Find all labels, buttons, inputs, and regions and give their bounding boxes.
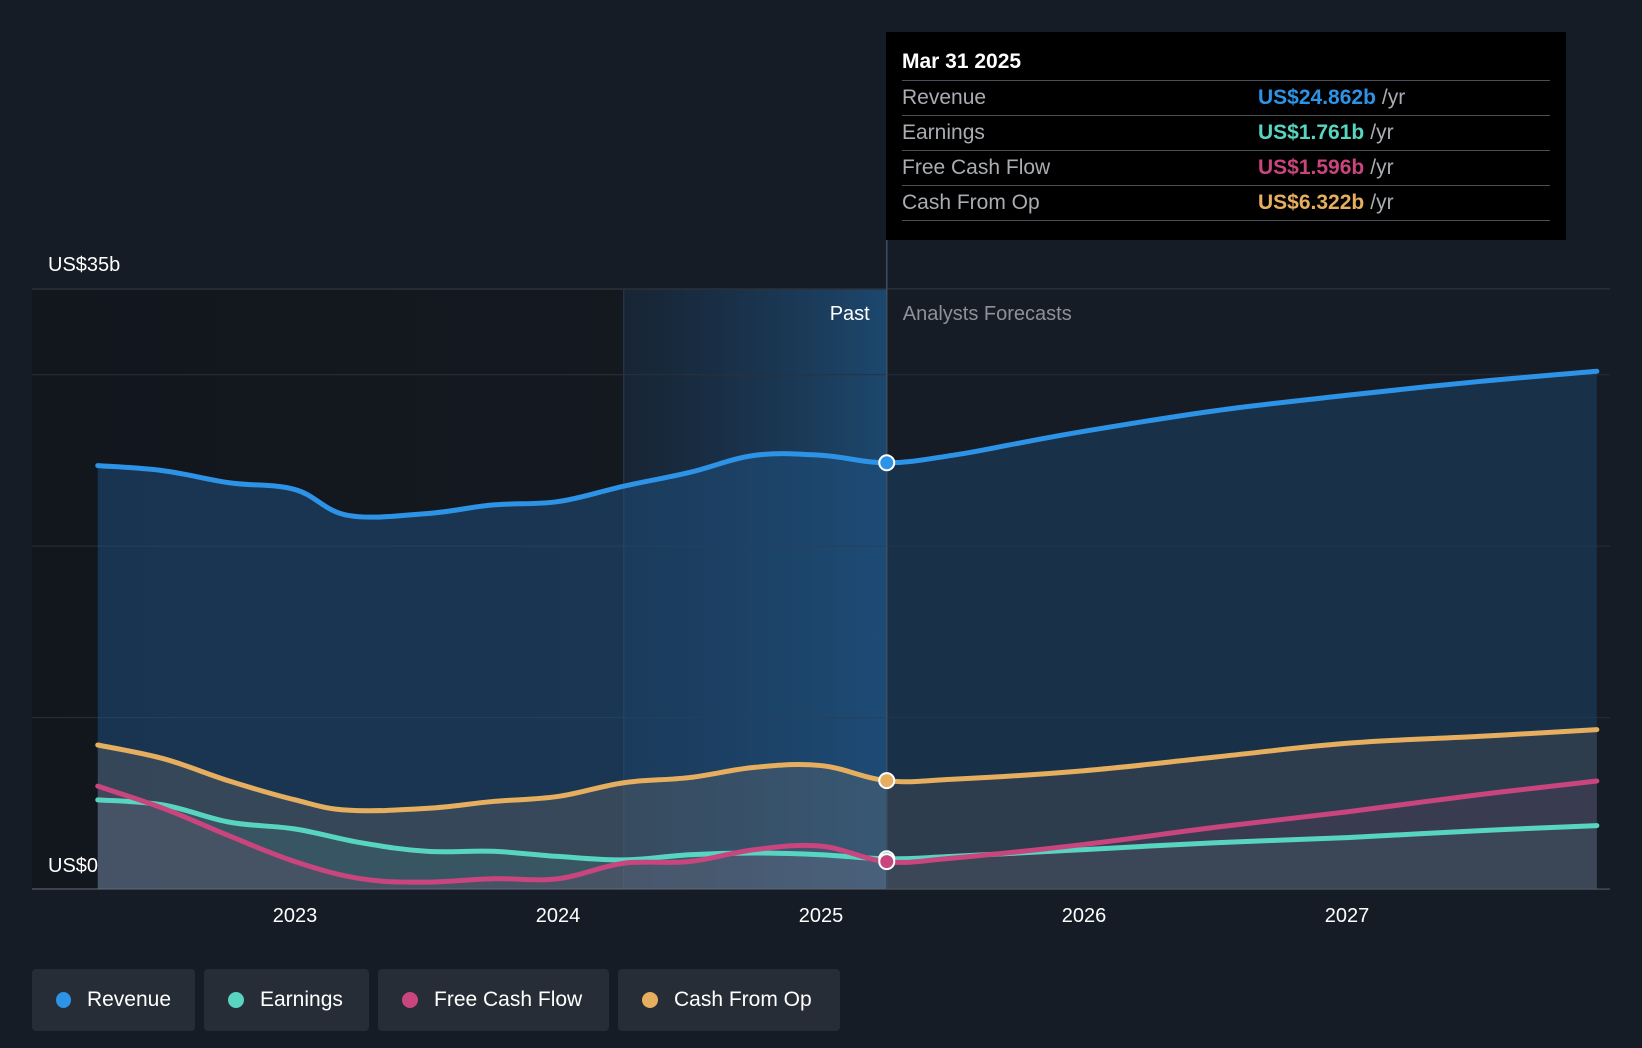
tooltip-unit: /yr <box>1370 121 1394 144</box>
legend-item-cash-from-op[interactable]: Cash From Op <box>618 969 840 1031</box>
past-label: Past <box>830 303 870 325</box>
tooltip-value: US$6.322b <box>1258 191 1365 214</box>
forecast-label: Analysts Forecasts <box>903 303 1072 325</box>
tooltip-value: US$1.596b <box>1258 156 1365 179</box>
tooltip-label: Revenue <box>902 86 987 109</box>
y-axis-max-label: US$35b <box>48 254 120 276</box>
series-areas <box>97 289 1610 889</box>
legend-dot-icon <box>56 992 71 1008</box>
area-free-cash-flow <box>97 781 1597 889</box>
legend-dot-icon <box>228 992 244 1008</box>
tooltip-value: US$24.862b <box>1258 86 1376 109</box>
tooltip-unit: /yr <box>1370 191 1394 214</box>
legend-label: Earnings <box>260 988 343 1011</box>
line-free-cash-flow <box>95 778 1600 885</box>
tooltip-label: Earnings <box>902 121 985 144</box>
tooltip-unit: /yr <box>1370 156 1394 179</box>
marker-revenue <box>878 454 896 472</box>
x-tick-label: 2026 <box>1062 905 1107 927</box>
legend-label: Revenue <box>86 988 171 1011</box>
tooltip-row-free-cash-flow: Free Cash Flow US$1.596b /yr <box>902 150 1550 185</box>
legend-item-revenue[interactable]: Revenue <box>32 969 195 1031</box>
legend-label: Cash From Op <box>674 988 812 1011</box>
area-revenue <box>97 371 1597 889</box>
tooltip-unit: /yr <box>1381 86 1406 109</box>
tooltip-value: US$1.761b <box>1258 121 1365 144</box>
axis-labels: US$35b US$0 Past Analysts Forecasts 2023… <box>48 254 1369 927</box>
tooltip-label: Free Cash Flow <box>902 156 1051 179</box>
legend-dot-icon <box>642 992 658 1008</box>
tooltip-date: Mar 31 2025 <box>902 50 1022 73</box>
x-tick-label: 2025 <box>799 905 844 927</box>
x-tick-label: 2024 <box>536 905 581 927</box>
x-tick-label: 2027 <box>1325 905 1370 927</box>
hover-markers <box>878 454 896 871</box>
legend-item-earnings[interactable]: Earnings <box>204 969 369 1031</box>
tooltip-row-earnings: Earnings US$1.761b /yr <box>902 115 1550 150</box>
tooltip-label: Cash From Op <box>902 191 1040 214</box>
marker-free-cash-flow <box>878 853 896 871</box>
legend-dot-icon <box>402 992 418 1008</box>
tooltip-row-cash-from-op: Cash From Op US$6.322b /yr <box>902 185 1550 221</box>
tooltip-row-revenue: Revenue US$24.862b /yr <box>902 80 1550 115</box>
legend-item-free-cash-flow[interactable]: Free Cash Flow <box>378 969 609 1031</box>
tooltip: Mar 31 2025 Revenue US$24.862b /yr Earni… <box>886 32 1566 240</box>
legend-label: Free Cash Flow <box>434 988 583 1011</box>
line-cash-from-op <box>95 727 1600 814</box>
forecast-dim-overlay <box>886 289 1610 889</box>
line-revenue <box>95 368 1600 520</box>
legend: Revenue Earnings Free Cash Flow Cash Fro… <box>32 969 849 1031</box>
area-earnings <box>97 799 1597 889</box>
y-axis-min-label: US$0 <box>48 855 98 877</box>
x-tick-label: 2023 <box>273 905 318 927</box>
series-lines <box>95 240 1600 889</box>
marker-cash-from-op <box>878 772 896 790</box>
